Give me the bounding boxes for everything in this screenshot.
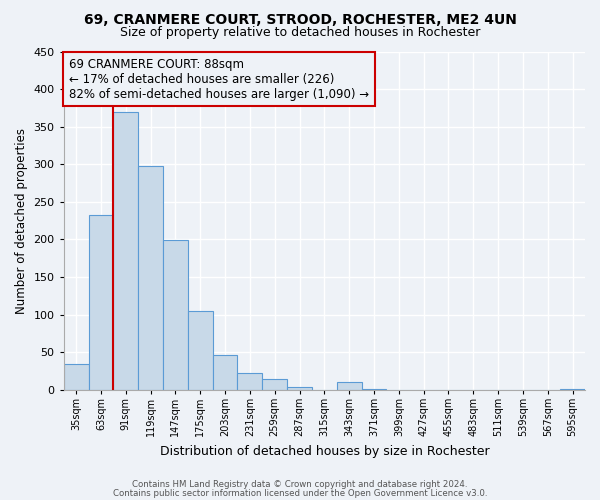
Y-axis label: Number of detached properties: Number of detached properties	[15, 128, 28, 314]
Bar	[89, 214, 113, 390]
Bar	[113, 112, 138, 390]
Bar	[238, 372, 262, 390]
Text: Size of property relative to detached houses in Rochester: Size of property relative to detached ho…	[120, 26, 480, 39]
Bar	[287, 387, 312, 390]
Bar	[337, 382, 362, 390]
Bar	[560, 389, 585, 390]
Bar	[262, 378, 287, 390]
Text: 69, CRANMERE COURT, STROOD, ROCHESTER, ME2 4UN: 69, CRANMERE COURT, STROOD, ROCHESTER, M…	[83, 12, 517, 26]
Bar	[163, 240, 188, 390]
Text: Contains public sector information licensed under the Open Government Licence v3: Contains public sector information licen…	[113, 488, 487, 498]
X-axis label: Distribution of detached houses by size in Rochester: Distribution of detached houses by size …	[160, 444, 489, 458]
Bar	[138, 166, 163, 390]
Text: Contains HM Land Registry data © Crown copyright and database right 2024.: Contains HM Land Registry data © Crown c…	[132, 480, 468, 489]
Bar	[188, 311, 212, 390]
Bar	[64, 364, 89, 390]
Text: 69 CRANMERE COURT: 88sqm
← 17% of detached houses are smaller (226)
82% of semi-: 69 CRANMERE COURT: 88sqm ← 17% of detach…	[68, 58, 369, 100]
Bar	[212, 354, 238, 390]
Bar	[362, 389, 386, 390]
